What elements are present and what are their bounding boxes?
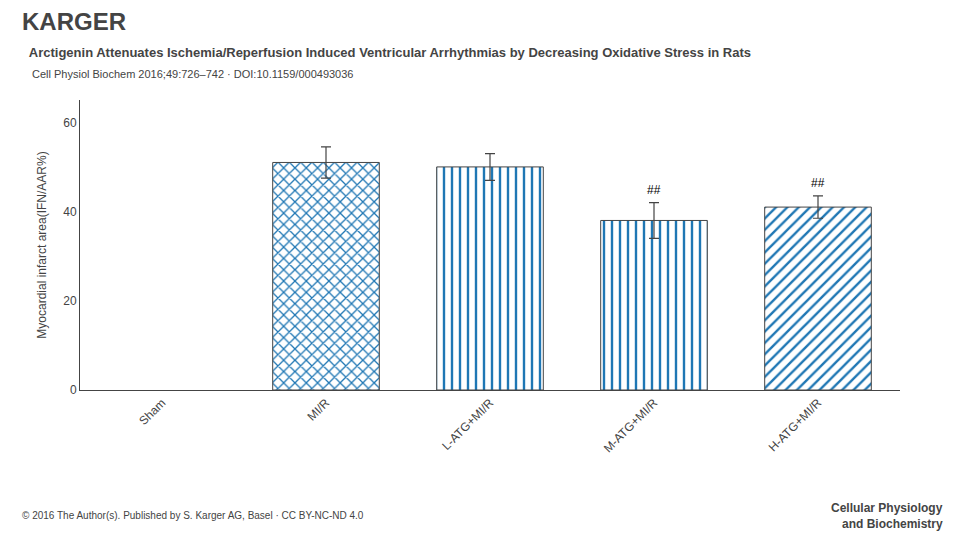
svg-text:Cell Physiol Biochem 2016;49:7: Cell Physiol Biochem 2016;49:726–742 · D…: [32, 68, 353, 80]
svg-text:© 2016 The Author(s). Publishe: © 2016 The Author(s). Published by S. Ka…: [22, 510, 364, 521]
svg-text:Cellular Physiology: Cellular Physiology: [831, 501, 943, 515]
svg-text:Myocardial infarct area(IFN/AA: Myocardial infarct area(IFN/AAR%): [35, 151, 49, 338]
svg-text:MI/R: MI/R: [305, 396, 333, 424]
svg-text:M-ATG+MI/R: M-ATG+MI/R: [601, 396, 661, 456]
svg-text:and Biochemistry: and Biochemistry: [842, 517, 943, 531]
svg-text:0: 0: [70, 383, 77, 397]
svg-text:40: 40: [63, 205, 77, 219]
svg-text:KARGER: KARGER: [22, 8, 126, 35]
svg-text:H-ATG+MI/R: H-ATG+MI/R: [766, 396, 825, 455]
svg-text:##: ##: [811, 176, 825, 190]
svg-text:Sham: Sham: [136, 396, 168, 428]
svg-text:60: 60: [63, 116, 77, 130]
svg-text:Arctigenin Attenuates Ischemia: Arctigenin Attenuates Ischemia/Reperfusi…: [29, 45, 751, 60]
svg-text:##: ##: [647, 183, 661, 197]
svg-text:L-ATG+MI/R: L-ATG+MI/R: [439, 396, 496, 453]
svg-text:20: 20: [63, 294, 77, 308]
